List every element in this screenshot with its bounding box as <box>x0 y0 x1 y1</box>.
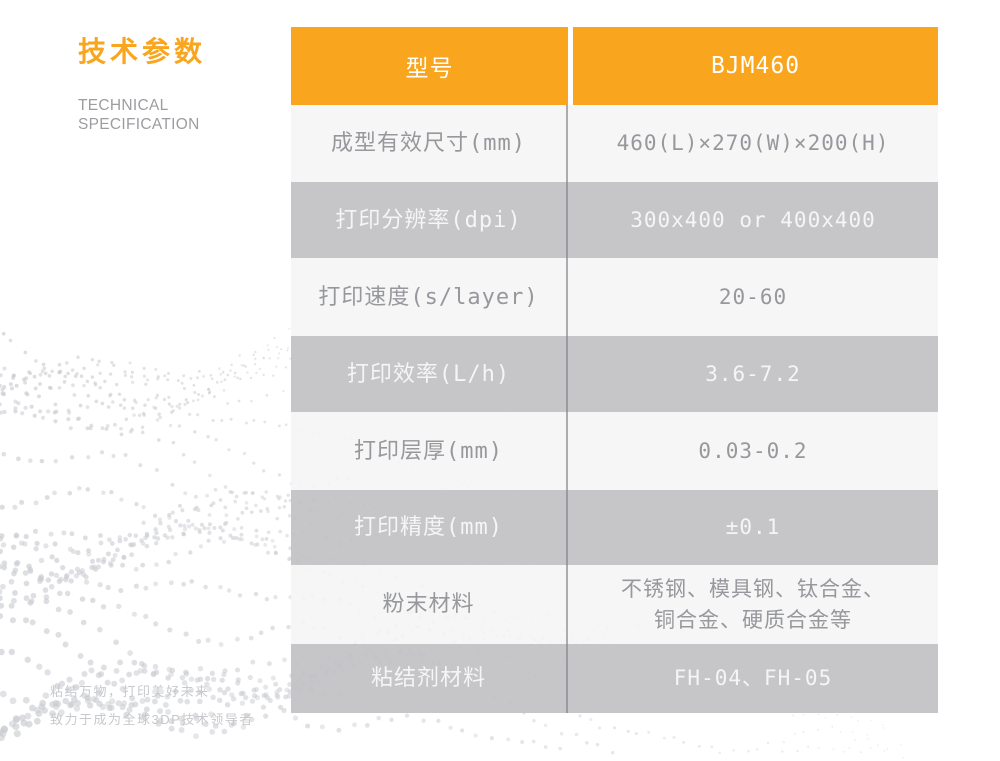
spec-value-cell: 300x400 or 400x400 <box>568 182 938 258</box>
spec-param-cell: 打印速度(s/layer) <box>291 258 568 336</box>
spec-param-cell: 打印精度(mm) <box>291 490 568 565</box>
table-header-param-cell: 型号 <box>291 27 568 105</box>
spec-value-cell: 3.6-7.2 <box>568 336 938 412</box>
spec-param-cell: 成型有效尺寸(mm) <box>291 105 568 182</box>
slogan-line-2: 致力于成为全球3DP技术领导者 <box>50 712 254 727</box>
table-body: 成型有效尺寸(mm) 460(L)×270(W)×200(H) 打印分辨率(dpi)… <box>291 105 938 713</box>
spec-table: 型号 BJM460 成型有效尺寸(mm) 460(L)×270(W)×200(H)… <box>291 27 938 713</box>
spec-param-cell: 打印分辨率(dpi) <box>291 182 568 258</box>
section-title-cn: 技术参数 <box>78 35 207 68</box>
slogan: 粘结万物，打印美好未来 致力于成为全球3DP技术领导者 <box>50 678 254 734</box>
table-header-value-cell: BJM460 <box>573 27 938 105</box>
spec-value-cell: FH-04、FH-05 <box>568 644 938 713</box>
section-title-en: TECHNICAL SPECIFICATION <box>78 96 206 134</box>
spec-value-cell: 0.03-0.2 <box>568 412 938 490</box>
spec-row: 粘结剂材料 FH-04、FH-05 <box>291 644 938 713</box>
section-title-en-line1: TECHNICAL <box>78 97 169 114</box>
spec-row: 打印层厚(mm) 0.03-0.2 <box>291 412 938 490</box>
slogan-line-1: 粘结万物，打印美好未来 <box>50 684 210 699</box>
section-title-block: 技术参数 TECHNICAL SPECIFICATION <box>78 30 206 134</box>
spec-row: 成型有效尺寸(mm) 460(L)×270(W)×200(H) <box>291 105 938 182</box>
spec-value-cell: 460(L)×270(W)×200(H) <box>568 105 938 182</box>
spec-row: 粉末材料 不锈钢、模具钢、钛合金、 铜合金、硬质合金等 <box>291 565 938 644</box>
spec-value-cell: 不锈钢、模具钢、钛合金、 铜合金、硬质合金等 <box>568 565 938 644</box>
section-title-en-line2: SPECIFICATION <box>78 116 200 133</box>
spec-param-cell: 打印层厚(mm) <box>291 412 568 490</box>
spec-param-cell: 粘结剂材料 <box>291 644 568 713</box>
spec-value-cell: 20-60 <box>568 258 938 336</box>
spec-row: 打印精度(mm) ±0.1 <box>291 490 938 565</box>
spec-param-cell: 粉末材料 <box>291 565 568 644</box>
spec-param-cell: 打印效率(L/h) <box>291 336 568 412</box>
spec-row: 打印分辨率(dpi) 300x400 or 400x400 <box>291 182 938 258</box>
spec-value-cell: ±0.1 <box>568 490 938 565</box>
table-header-row: 型号 BJM460 <box>291 27 938 105</box>
spec-row: 打印速度(s/layer) 20-60 <box>291 258 938 336</box>
spec-row: 打印效率(L/h) 3.6-7.2 <box>291 336 938 412</box>
